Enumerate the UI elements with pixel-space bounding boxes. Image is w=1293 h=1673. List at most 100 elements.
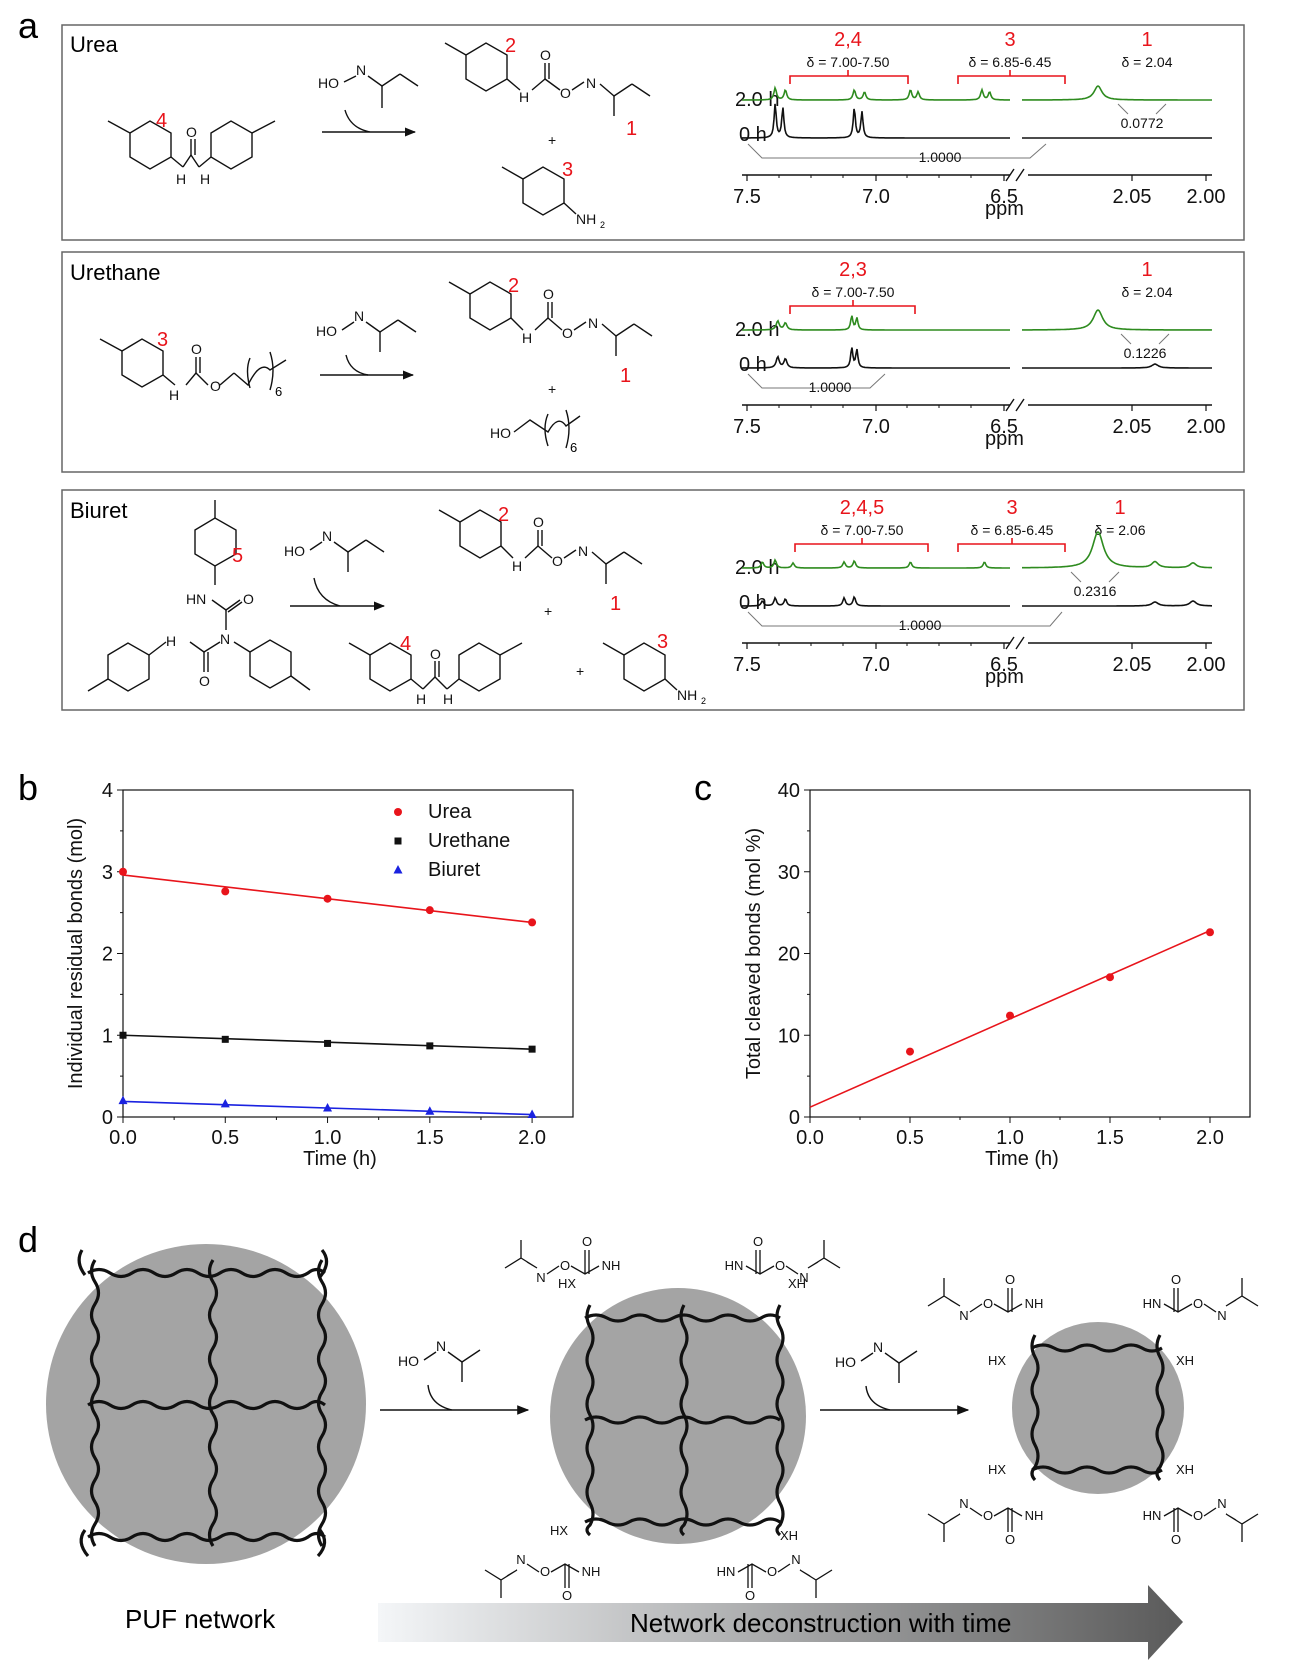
end-group-label: HX (550, 1523, 568, 1538)
atom-o: O (560, 1258, 570, 1273)
nmr-shift-range: δ = 7.00-7.50 (807, 54, 890, 70)
data-point (425, 1106, 435, 1115)
nmr-group-label: 2,4,5 (840, 497, 884, 519)
proton-label: 4 (156, 110, 167, 132)
carbonyl (550, 1563, 580, 1588)
data-point (220, 1098, 230, 1108)
polymer-chain (1031, 1465, 1163, 1475)
nmr-time-bottom: 0 h (739, 354, 767, 376)
oxime-reagent: HO N (318, 62, 419, 108)
deconstruction-arrow (378, 1585, 1183, 1660)
atom-nh: H (443, 691, 453, 707)
atom-n: N (791, 1552, 800, 1567)
y-axis-label: Total cleaved bonds (mol %) (743, 828, 765, 1079)
nmr-bracket (789, 70, 909, 84)
atom-n: N (578, 543, 588, 559)
nmr-tick-label: 2.00 (1187, 654, 1226, 676)
atom-o: O (1005, 1272, 1015, 1287)
oxime-carbamate-end-groups: NOONHNOOHNNOONHNOOHNNOONHNOOHNNOONHNOOHN… (484, 1234, 1259, 1603)
atom-o: O (983, 1296, 993, 1311)
panel-letter-a: a (18, 5, 39, 46)
nmr-tick-label: 2.00 (1187, 416, 1226, 438)
isopropylidene (927, 1278, 961, 1307)
axis-break (1005, 168, 1025, 182)
nmr-tick-label: 2.05 (1113, 186, 1152, 208)
atom-o: O (767, 1564, 777, 1579)
nmr-shift-range: δ = 2.04 (1122, 284, 1173, 300)
nmr-group-label: 1 (1141, 29, 1152, 51)
network-grid-medium (584, 1304, 785, 1537)
chain-end (79, 1529, 90, 1558)
x-tick-label: 1.0 (996, 1127, 1024, 1149)
atom-nh: HN (717, 1564, 736, 1579)
atom-o: O (562, 1588, 572, 1603)
bond (969, 1303, 983, 1313)
proton-label: 1 (620, 365, 631, 387)
atom-o: O (560, 85, 571, 101)
data-point (221, 887, 230, 896)
carbonyl (993, 1507, 1023, 1532)
nmr-shift-range: δ = 6.85-6.45 (969, 54, 1052, 70)
bond (546, 1265, 560, 1275)
nmr-shift-range: δ = 2.04 (1122, 54, 1173, 70)
carbonyl (1163, 1507, 1193, 1532)
atom-n: N (1217, 1496, 1226, 1511)
urethane-product-structure: O H O N 2 1 (448, 275, 653, 387)
legend-entry: Urethane (428, 830, 510, 852)
nmr-trace (742, 315, 1010, 331)
data-point (426, 1042, 434, 1050)
nmr-trace (1022, 530, 1213, 569)
atom-o: O (540, 47, 551, 63)
plus-sign: + (544, 603, 552, 619)
bond (969, 1507, 983, 1517)
nmr-tick-label: 6.5 (990, 416, 1018, 438)
legend-entry: Urea (428, 801, 472, 823)
isopropylidene (1225, 1513, 1259, 1542)
polymer-chain (585, 1304, 595, 1537)
nmr-integral-peak: 0.0772 (1121, 115, 1164, 131)
atom-n: N (354, 308, 364, 324)
y-tick-label: 4 (102, 780, 113, 802)
atom-nh: NH (1025, 1508, 1044, 1523)
nmr-integral (1070, 571, 1120, 583)
atom-n: N (799, 1270, 808, 1285)
nmr-tick-label: 7.5 (733, 186, 761, 208)
atom-nh: NH (602, 1258, 621, 1273)
proton-label: 2 (498, 504, 509, 526)
puf-network-disk (46, 1244, 366, 1564)
urea-product-structure: O H O N 2 1 (444, 35, 651, 140)
atom-o: O (533, 514, 544, 530)
nmr-trace (1022, 309, 1213, 331)
nmr-tick-label: 6.5 (990, 186, 1018, 208)
biuret-byproduct-urea: O H H 4 (348, 633, 523, 707)
nmr-integral-peak: 0.2316 (1074, 583, 1117, 599)
axis-break (1005, 398, 1025, 412)
nmr-tick-label: 2.00 (1187, 186, 1226, 208)
end-group-label: XH (780, 1528, 798, 1543)
atom-nh: H (416, 691, 426, 707)
carbonyl (993, 1288, 1023, 1313)
nmr-integral-main: 1.0000 (919, 149, 962, 165)
repeat-subscript: 6 (570, 440, 577, 455)
x-tick-label: 0.5 (211, 1127, 239, 1149)
nmr-spectrum-urea: 2,4 δ = 7.00-7.50 3 δ = 6.85-6.45 1 δ = 2.04 2… (733, 29, 1225, 220)
nmr-tick-label: 7.0 (862, 654, 890, 676)
data-point (425, 906, 434, 915)
nmr-tick-label: 2.05 (1113, 654, 1152, 676)
puf-network-label: PUF network (125, 1604, 276, 1634)
biuret-byproduct-amine: NH 2 3 (602, 631, 706, 706)
row-frame (61, 251, 1245, 473)
chain-end (77, 1249, 87, 1276)
x-tick-label: 2.0 (518, 1127, 546, 1149)
atom-n: N (516, 1552, 525, 1567)
data-point (118, 1095, 128, 1105)
atom-nh: H (166, 633, 176, 649)
oxime-reagent: HO N (316, 308, 417, 352)
bond (526, 1563, 540, 1573)
atom-n: N (536, 1270, 545, 1285)
proton-label: 3 (657, 631, 668, 653)
proton-label: 2 (508, 275, 519, 297)
y-tick-label: 40 (778, 780, 800, 802)
y-tick-label: 10 (778, 1025, 800, 1047)
atom-o: O (582, 1234, 592, 1249)
